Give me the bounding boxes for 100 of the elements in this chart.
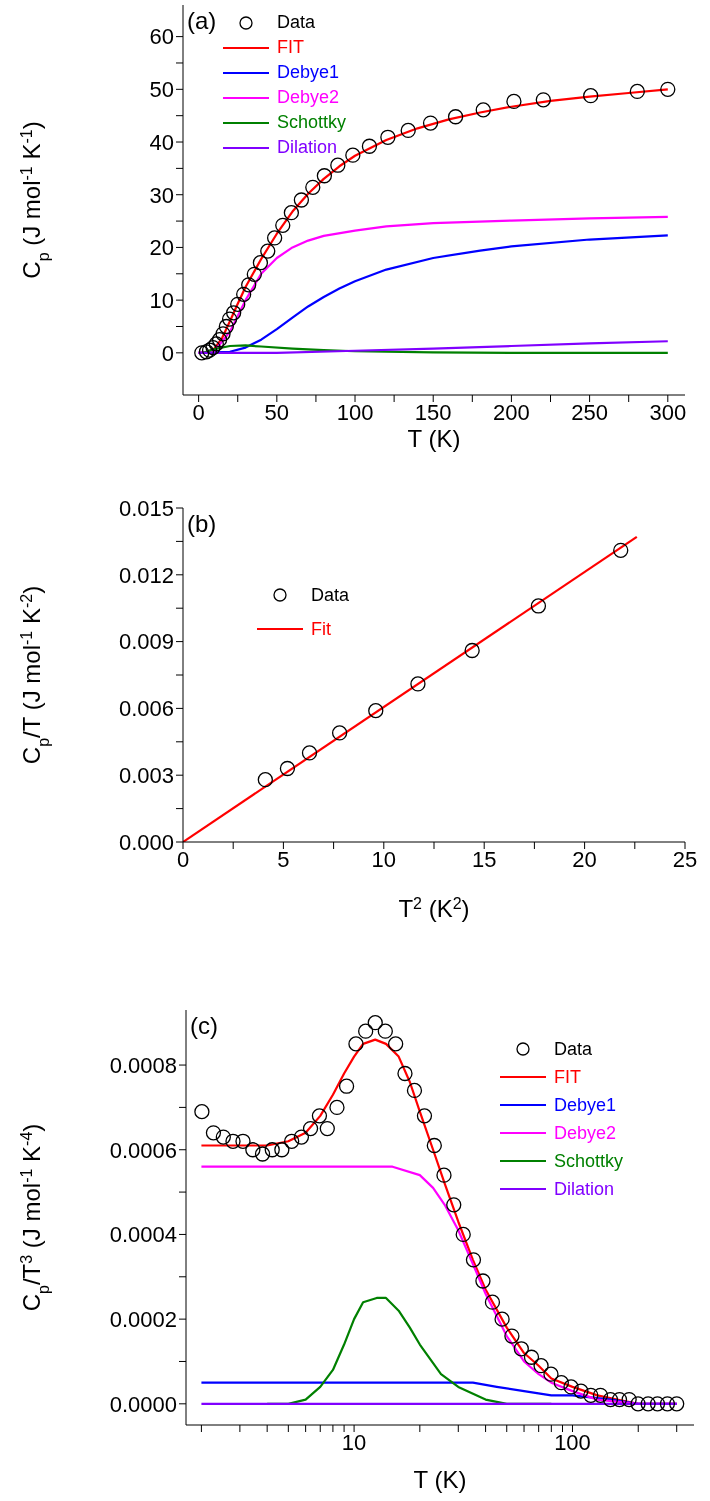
- point: [241, 277, 257, 293]
- point: [257, 772, 273, 788]
- y-tick-label: 0.009: [118, 629, 174, 655]
- x-tick-label: 20: [572, 846, 597, 872]
- point: [400, 122, 416, 139]
- point: [523, 1349, 540, 1365]
- point: [279, 760, 296, 777]
- point: [583, 1387, 599, 1404]
- point: [215, 1129, 231, 1145]
- point: [254, 1146, 271, 1162]
- point: [283, 205, 300, 221]
- point: [205, 339, 221, 356]
- x-tick-label: 0: [192, 399, 205, 425]
- x-tick-label: 50: [264, 399, 290, 425]
- point: [583, 88, 599, 104]
- y-tick-label: 0.012: [118, 562, 174, 588]
- point: [329, 1099, 345, 1116]
- x-tick-label: 15: [471, 846, 497, 872]
- annotation: (c): [190, 1012, 218, 1040]
- point: [301, 745, 318, 761]
- point: [513, 1341, 529, 1357]
- point: [205, 1125, 222, 1141]
- point: [194, 345, 210, 361]
- x-axis-title: T (K): [413, 1466, 467, 1493]
- point: [640, 1396, 656, 1412]
- point: [506, 93, 522, 110]
- point: [275, 217, 291, 233]
- point: [252, 255, 269, 271]
- point: [611, 1391, 628, 1408]
- x-tick-label: 5: [277, 846, 290, 872]
- point: [236, 286, 252, 302]
- point: [464, 642, 480, 659]
- legend-label: Debye2: [554, 1122, 617, 1144]
- annotation: (a): [187, 7, 217, 35]
- y-tick-label: 0.0004: [109, 1222, 177, 1248]
- point: [380, 129, 396, 145]
- point: [659, 1396, 676, 1412]
- y-tick-label: 40: [149, 129, 174, 155]
- point: [410, 676, 426, 692]
- legend-label: Dilation: [554, 1178, 615, 1200]
- point: [368, 702, 384, 719]
- point: [293, 192, 310, 208]
- x-tick-label: 250: [571, 399, 608, 425]
- y-tick-label: 0.0002: [109, 1306, 177, 1332]
- point: [377, 1023, 393, 1039]
- point: [316, 168, 333, 184]
- y-tick-label: 0.003: [118, 763, 174, 789]
- legend-label: Fit: [311, 618, 331, 640]
- point: [331, 725, 348, 741]
- annotation: (b): [187, 510, 217, 538]
- x-axis-title: T (K): [407, 425, 461, 452]
- y-tick-label: 30: [149, 182, 174, 208]
- y-tick-label: 0.006: [118, 696, 174, 722]
- point: [649, 1396, 666, 1412]
- legend-label: Schottky: [277, 112, 347, 133]
- point: [447, 109, 464, 125]
- y-tick-label: 60: [149, 24, 174, 50]
- point: [235, 1133, 251, 1149]
- point: [274, 1142, 290, 1158]
- legend-label: FIT: [554, 1066, 581, 1088]
- point: [348, 1036, 364, 1052]
- point: [388, 1036, 404, 1052]
- legend-label: Debye1: [554, 1094, 617, 1116]
- point: [621, 1391, 637, 1408]
- point: [319, 1120, 335, 1137]
- y-tick-label: 0: [161, 340, 174, 366]
- point: [302, 1120, 319, 1137]
- legend-label: Debye2: [277, 87, 340, 108]
- point: [358, 1023, 374, 1039]
- point: [535, 92, 551, 108]
- point: [194, 1103, 210, 1120]
- y-tick-label: 50: [149, 77, 174, 103]
- legend-label: Debye1: [277, 62, 340, 83]
- point: [530, 598, 547, 614]
- point: [293, 1129, 310, 1145]
- legend-label: Schottky: [554, 1150, 624, 1172]
- x-tick-label: 100: [554, 1429, 591, 1455]
- point: [225, 1133, 241, 1149]
- x-tick-label: 100: [336, 399, 374, 425]
- point: [533, 1358, 549, 1374]
- point: [226, 305, 242, 321]
- point: [629, 83, 645, 100]
- x-axis-title: T$^{2}$ (K$^{2}$): [398, 894, 470, 922]
- point: [446, 1197, 462, 1213]
- point: [397, 1065, 413, 1082]
- point: [264, 1142, 280, 1158]
- point: [484, 1294, 501, 1310]
- point: [465, 1252, 482, 1268]
- point: [426, 1137, 442, 1154]
- point: [475, 1273, 491, 1289]
- point: [455, 1226, 471, 1243]
- point: [266, 230, 283, 246]
- point: [563, 1379, 579, 1395]
- point: [245, 1142, 261, 1158]
- point: [613, 542, 629, 558]
- y-tick-label: 0.0000: [109, 1391, 177, 1417]
- y-tick-label: 0.000: [118, 829, 174, 855]
- point: [406, 1082, 423, 1099]
- y-tick-label: 0.0008: [109, 1052, 177, 1078]
- point: [573, 1383, 589, 1399]
